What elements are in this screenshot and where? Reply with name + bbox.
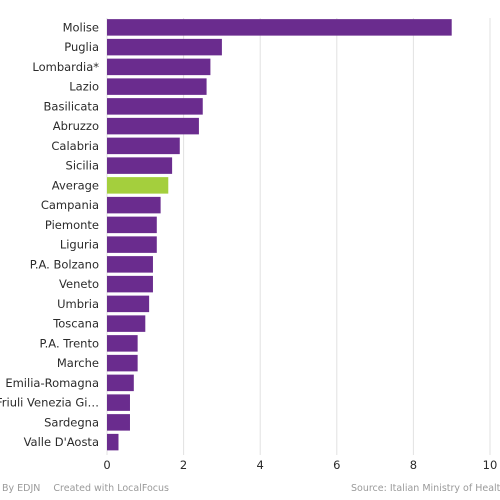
bar-abruzzo[interactable] xyxy=(107,117,199,135)
chart-footer: By EDJN Created with LocalFocus Source: … xyxy=(0,483,500,500)
category-label-sardegna: Sardegna xyxy=(44,415,99,429)
category-labels: Molise Puglia Lombardia* Lazio Basilicata Abr… xyxy=(0,20,99,449)
bar-puglia[interactable] xyxy=(107,38,222,56)
bar-valle-d-aosta[interactable] xyxy=(107,433,119,451)
category-label-marche: Marche xyxy=(57,356,99,370)
category-label-abruzzo: Abruzzo xyxy=(53,119,99,133)
category-label-friuli-venezia-gi: Friuli Venezia Gi… xyxy=(0,396,99,410)
category-label-p-a-bolzano: P.A. Bolzano xyxy=(30,257,99,271)
bar-marche[interactable] xyxy=(107,354,138,372)
category-label-p-a-trento: P.A. Trento xyxy=(40,336,100,350)
source-credit[interactable]: Source: Italian Ministry of Health xyxy=(351,483,500,494)
category-label-liguria: Liguria xyxy=(60,238,99,252)
bar-toscana[interactable] xyxy=(107,315,146,332)
bar-chart: Molise Puglia Lombardia* Lazio Basilicata Abr… xyxy=(0,18,497,472)
x-axis-ticks: 0 2 4 6 8 10 xyxy=(103,458,497,472)
bar-p-a-bolzano[interactable] xyxy=(107,256,153,273)
category-label-valle-d-aosta: Valle D'Aosta xyxy=(24,435,99,449)
bar-average[interactable] xyxy=(107,177,169,194)
category-label-emilia-romagna: Emilia-Romagna xyxy=(5,376,99,390)
bar-piemonte[interactable] xyxy=(107,216,157,234)
category-label-average: Average xyxy=(52,178,99,192)
category-label-lazio: Lazio xyxy=(69,80,99,94)
category-label-piemonte: Piemonte xyxy=(45,218,99,232)
category-label-toscana: Toscana xyxy=(52,317,99,331)
x-tick-label: 6 xyxy=(333,458,340,472)
author-credit: By EDJN xyxy=(2,483,41,494)
bar-campania[interactable] xyxy=(107,196,161,214)
category-label-umbria: Umbria xyxy=(57,297,99,311)
bar-friuli-venezia-gi[interactable] xyxy=(107,394,130,411)
bar-sicilia[interactable] xyxy=(107,157,173,174)
x-tick-label: 0 xyxy=(103,458,110,472)
tool-credit[interactable]: Created with LocalFocus xyxy=(53,483,169,494)
credits: By EDJN Created with LocalFocus xyxy=(2,483,179,494)
bar-basilicata[interactable] xyxy=(107,98,203,115)
x-tick-label: 2 xyxy=(180,458,187,472)
category-label-basilicata: Basilicata xyxy=(44,99,99,113)
x-tick-label: 8 xyxy=(410,458,417,472)
bar-lazio[interactable] xyxy=(107,78,207,95)
category-label-molise: Molise xyxy=(63,20,99,34)
bar-molise[interactable] xyxy=(107,19,452,36)
category-label-campania: Campania xyxy=(41,198,99,212)
category-label-puglia: Puglia xyxy=(64,40,99,54)
bar-p-a-trento[interactable] xyxy=(107,335,138,352)
x-tick-label: 4 xyxy=(257,458,264,472)
category-label-calabria: Calabria xyxy=(51,139,99,153)
bar-emilia-romagna[interactable] xyxy=(107,374,134,392)
bar-veneto[interactable] xyxy=(107,275,153,293)
bars xyxy=(107,19,452,451)
x-tick-label: 10 xyxy=(483,458,498,472)
bar-sardegna[interactable] xyxy=(107,414,130,431)
category-label-veneto: Veneto xyxy=(59,277,99,291)
category-label-lombardia: Lombardia* xyxy=(32,60,99,74)
bar-umbria[interactable] xyxy=(107,295,150,313)
bar-liguria[interactable] xyxy=(107,236,157,253)
category-label-sicilia: Sicilia xyxy=(66,159,99,173)
bar-calabria[interactable] xyxy=(107,137,180,155)
bar-lombardia[interactable] xyxy=(107,58,211,76)
